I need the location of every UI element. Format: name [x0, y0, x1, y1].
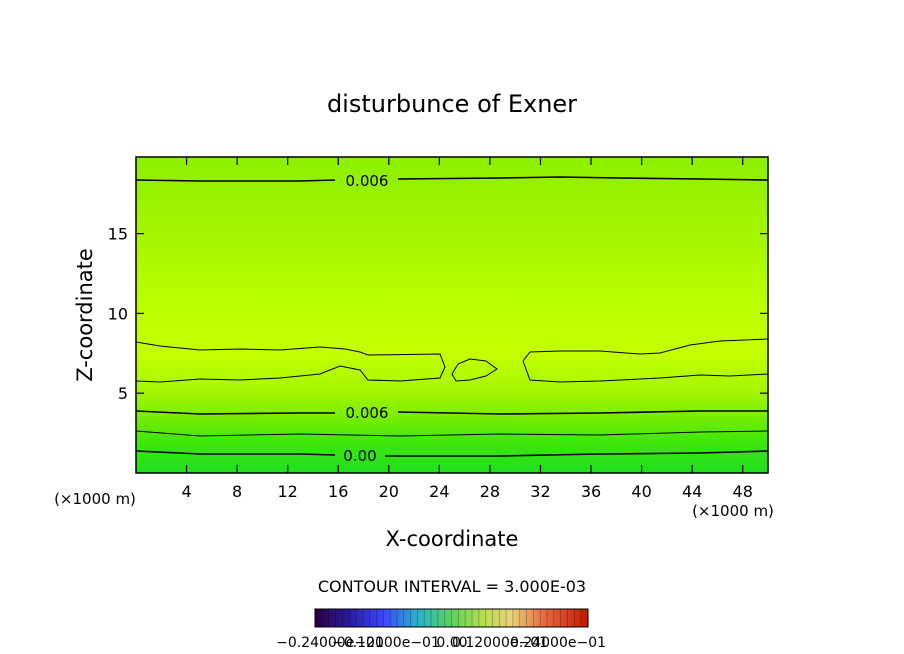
exner-field	[136, 157, 768, 473]
x-tick-label-24: 24	[429, 482, 449, 501]
x-axis-label: X-coordinate	[386, 527, 519, 551]
colorbar-label-2: −0.12000e−01	[332, 635, 440, 651]
colorbar-label-3: 0.00	[436, 635, 467, 651]
x-tick-label-8: 8	[232, 482, 242, 501]
y-tick-label-5: 5	[118, 384, 128, 403]
colorbar-label-5: 0.24000e−01	[510, 635, 606, 651]
y-axis-ticks: 5 10 15	[108, 225, 768, 403]
contour-mid-right	[522, 338, 768, 383]
x-tick-label-36: 36	[581, 482, 601, 501]
x-tick-label-44: 44	[682, 482, 702, 501]
x-tick-label-32: 32	[530, 482, 550, 501]
colorbar-label-1: −0.24000e−01	[276, 635, 384, 651]
x-tick-label-48: 48	[733, 482, 753, 501]
x-tick-label-28: 28	[480, 482, 500, 501]
contour-top	[136, 176, 768, 182]
colorbar-label-4: 0.12000e−01	[452, 635, 548, 651]
contour-label-top: 0.006	[346, 172, 389, 190]
chart-title: disturbunce of Exner	[327, 90, 577, 118]
y-unit-label: (×1000 m)	[54, 490, 136, 508]
contour-mid-upper	[136, 341, 446, 383]
x-unit-label: (×1000 m)	[692, 502, 774, 520]
contour-zero	[136, 450, 768, 457]
colorbar	[314, 608, 589, 628]
plot-area	[136, 157, 768, 473]
contour-lower-thin	[136, 430, 768, 437]
contour-lower-006	[136, 410, 768, 415]
x-tick-label-16: 16	[328, 482, 348, 501]
plot-frame	[135, 156, 769, 474]
x-tick-label-4: 4	[181, 482, 191, 501]
colorbar-labels: −0.24000e−01 −0.12000e−01 0.00 0.12000e−…	[276, 635, 606, 651]
x-tick-label-20: 20	[379, 482, 399, 501]
y-tick-label-10: 10	[108, 304, 128, 323]
x-tick-label-12: 12	[278, 482, 298, 501]
x-axis-ticks: 4 8 12 16 20 24 28 32 36 40 44 48	[181, 157, 753, 501]
contour-interval-text: CONTOUR INTERVAL = 3.000E-03	[318, 577, 586, 596]
colorbar-divisions	[321, 609, 582, 627]
contour-bubble	[451, 358, 498, 382]
contour-label-zero: 0.00	[343, 447, 376, 465]
x-tick-label-40: 40	[631, 482, 651, 501]
y-axis-label: Z-coordinate	[73, 248, 97, 382]
y-tick-label-15: 15	[108, 225, 128, 244]
contour-label-lower: 0.006	[346, 404, 389, 422]
